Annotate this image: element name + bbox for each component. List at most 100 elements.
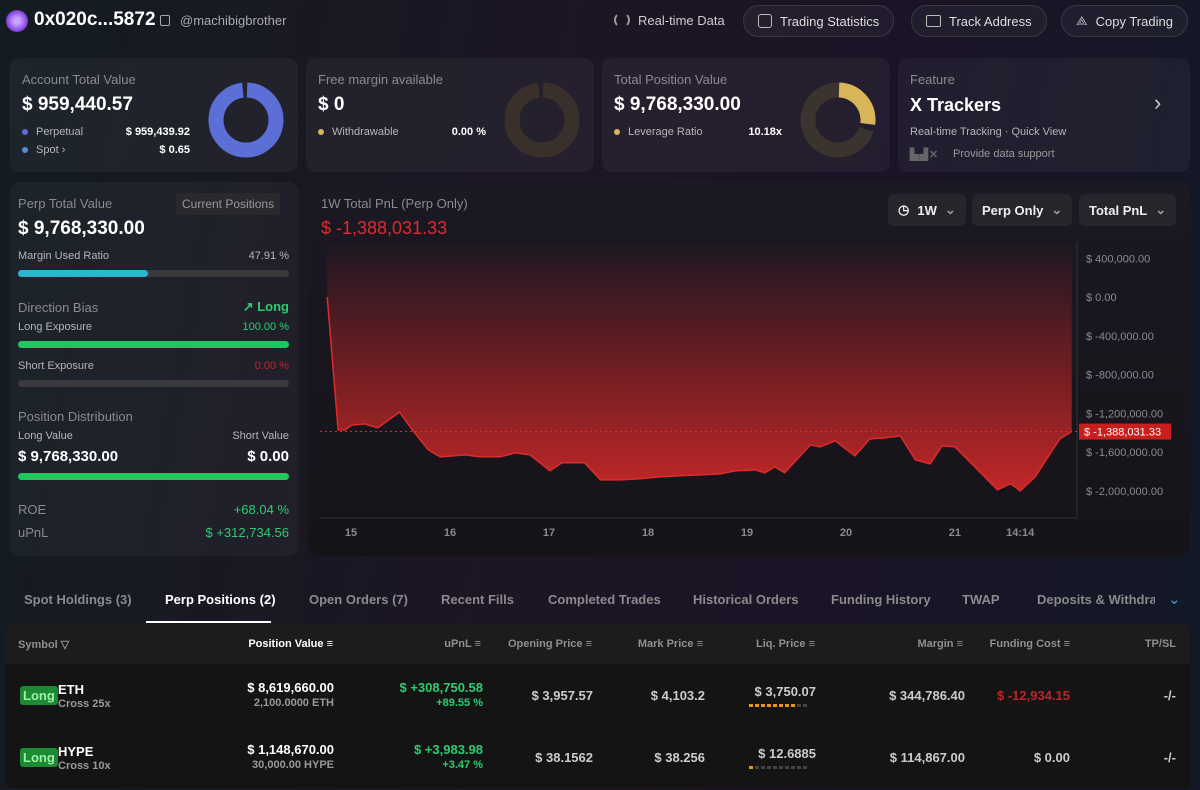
x-tick-label: 15 xyxy=(345,527,357,539)
pnl-area-chart: $ 400,000.00 $ 0.00 $ -400,000.00 $ -800,00… xyxy=(320,240,1171,539)
track-address-button[interactable]: Track Address xyxy=(911,5,1047,37)
avatar[interactable] xyxy=(6,10,28,32)
column-header-opening-price[interactable]: Opening Price ≡ xyxy=(507,638,592,650)
long-exposure-value: 100.00 % xyxy=(242,321,289,333)
sort-icon[interactable]: ≡ xyxy=(1060,638,1070,650)
tab-perp-positions[interactable]: Perp Positions (2) xyxy=(165,592,276,607)
x-tick-label: 16 xyxy=(444,527,456,539)
last-value-label: $ -1,388,031.33 xyxy=(1084,427,1161,439)
trending-up-icon: ↗ xyxy=(242,299,254,314)
pnl-line xyxy=(326,297,1073,492)
sort-icon[interactable]: ≡ xyxy=(323,638,333,650)
sort-icon[interactable]: ≡ xyxy=(471,638,481,650)
side-badge: Long xyxy=(20,686,58,705)
perp-summary-panel: Perp Total Value Current Positions $ 9,7… xyxy=(10,182,298,556)
position-donut xyxy=(800,82,876,158)
card-title: Free margin available xyxy=(318,72,444,87)
funding-cost: $ 0.00 xyxy=(1033,750,1070,765)
column-header-liq-price[interactable]: Liq. Price ≡ xyxy=(755,638,815,650)
current-positions-button[interactable]: Current Positions xyxy=(176,193,281,215)
chevron-down-icon: ⌄ xyxy=(1051,202,1063,217)
sort-icon[interactable]: ≡ xyxy=(693,638,703,650)
long-value-label: Long Value xyxy=(18,430,73,442)
account-total-value: $ 959,440.57 xyxy=(22,94,133,115)
risk-segment xyxy=(803,766,807,769)
risk-segment xyxy=(767,766,771,769)
filter-icon[interactable]: ▽ xyxy=(57,639,70,651)
tab-historical-orders[interactable]: Historical Orders xyxy=(693,592,799,607)
liq-price: $ 3,750.07 xyxy=(754,684,816,699)
total-position-card: Total Position Value $ 9,768,330.00 Leve… xyxy=(602,58,890,172)
column-header-upnl[interactable]: uPnL ≡ xyxy=(444,638,481,650)
chevron-down-icon: ⌄ xyxy=(1155,202,1167,217)
period-select[interactable]: ◷ 1W ⌄ xyxy=(888,194,966,226)
column-header-mark-price[interactable]: Mark Price ≡ xyxy=(637,638,703,650)
risk-segment xyxy=(749,704,753,707)
roe-label: ROE xyxy=(18,502,47,517)
tab-twap[interactable]: TWAP xyxy=(962,592,1000,607)
opening-price: $ 38.1562 xyxy=(535,750,593,765)
upnl-value: $ +312,734.56 xyxy=(205,525,290,540)
y-tick-label: $ -800,000.00 xyxy=(1086,370,1154,382)
copy-icon[interactable] xyxy=(160,15,170,26)
metric-select[interactable]: Total PnL ⌄ xyxy=(1079,194,1177,226)
margin-mode: Cross 25x xyxy=(58,698,111,710)
column-header-funding-cost[interactable]: Funding Cost ≡ xyxy=(989,638,1070,650)
short-exposure-bar xyxy=(18,380,289,387)
y-tick-label: $ 0.00 xyxy=(1086,292,1117,304)
x-tick-label: 19 xyxy=(741,527,753,539)
risk-segment xyxy=(755,704,759,707)
monitor-icon xyxy=(926,15,941,27)
twitter-handle[interactable]: @machibigbrother xyxy=(180,13,287,28)
risk-segment xyxy=(779,766,783,769)
sort-icon[interactable]: ≡ xyxy=(953,638,963,650)
refresh-icon xyxy=(614,12,630,28)
tab-completed-trades[interactable]: Completed Trades xyxy=(548,592,661,607)
copy-trading-button[interactable]: ⟁ Copy Trading xyxy=(1061,5,1188,37)
roe-value: +68.04 % xyxy=(233,502,289,517)
short-value: $ 0.00 xyxy=(247,448,289,465)
feature-card[interactable]: Feature X Trackers Real-time Tracking · … xyxy=(898,58,1190,172)
y-tick-label: $ 400,000.00 xyxy=(1086,253,1150,265)
funding-cost: $ -12,934.15 xyxy=(996,688,1070,703)
tab-deposits-withdraw[interactable]: Deposits & Withdraw xyxy=(1037,592,1155,607)
scope-select[interactable]: Perp Only ⌄ xyxy=(972,194,1073,226)
tab-recent-fills[interactable]: Recent Fills xyxy=(441,592,514,607)
wallet-address: 0x020c...5872 xyxy=(34,9,156,30)
feature-name: X Trackers xyxy=(910,95,1002,115)
column-header-position-value[interactable]: Position Value ≡ xyxy=(248,638,333,650)
perpetual-dot xyxy=(22,129,28,136)
spot-row[interactable]: Spot › $ 0.65 xyxy=(22,144,190,156)
network-icon: ⟁ xyxy=(1076,13,1088,28)
trading-statistics-button[interactable]: Trading Statistics xyxy=(743,5,895,37)
risk-segment xyxy=(767,704,771,707)
risk-segment xyxy=(761,766,765,769)
tab-spot-holdings[interactable]: Spot Holdings (3) xyxy=(24,592,132,607)
margin-used-bar xyxy=(18,270,289,277)
tab-funding-history[interactable]: Funding History xyxy=(831,592,931,607)
column-header-margin[interactable]: Margin ≡ xyxy=(917,638,963,650)
column-header-tp-sl[interactable]: TP/SL xyxy=(1144,638,1176,650)
sort-icon[interactable]: ≡ xyxy=(582,638,592,650)
side-badge: Long xyxy=(20,748,58,767)
card-title: Feature xyxy=(910,72,955,87)
risk-segment xyxy=(755,766,759,769)
risk-segment xyxy=(749,766,753,769)
x-tick-label: 18 xyxy=(642,527,654,539)
margin-mode: Cross 10x xyxy=(58,760,111,772)
tab-open-orders[interactable]: Open Orders (7) xyxy=(309,592,408,607)
total-position-value: $ 9,768,330.00 xyxy=(614,94,741,115)
realtime-data-button[interactable]: Real-time Data xyxy=(614,12,725,28)
distribution-bar xyxy=(18,473,289,480)
more-tabs-chevron-icon[interactable]: ⌄ xyxy=(1168,591,1181,608)
y-tick-label: $ -1,600,000.00 xyxy=(1086,447,1163,459)
positions-table xyxy=(5,624,1190,788)
chart-icon xyxy=(758,14,772,28)
y-tick-label: $ -2,000,000.00 xyxy=(1086,486,1163,498)
chevron-right-icon[interactable]: › xyxy=(1154,90,1162,115)
column-header-symbol[interactable]: Symbol ▽ xyxy=(18,639,70,651)
sort-icon[interactable]: ≡ xyxy=(805,638,815,650)
table-row[interactable] xyxy=(5,728,1190,790)
y-tick-label: $ -400,000.00 xyxy=(1086,331,1154,343)
upnl: $ +3,983.98 xyxy=(413,742,483,757)
